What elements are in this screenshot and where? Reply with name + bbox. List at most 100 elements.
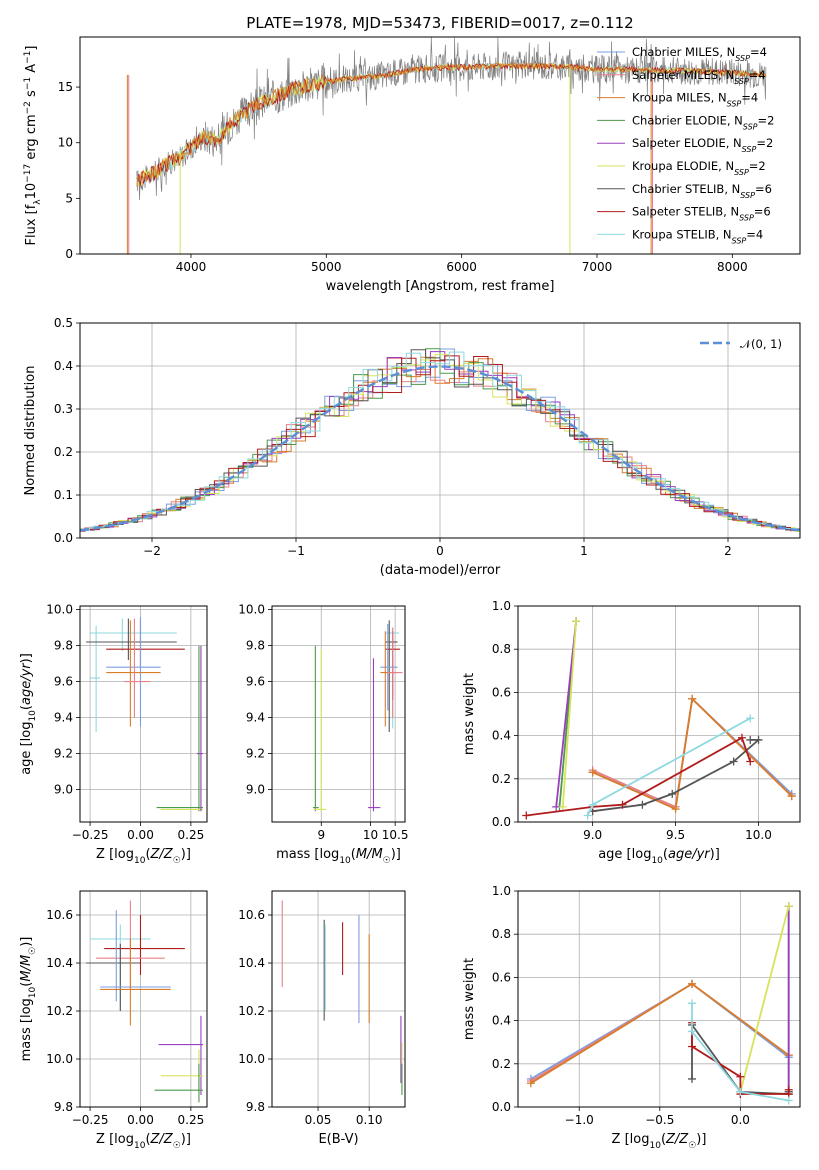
age_vs_Z-ytick-label: 9.0 [54, 783, 73, 797]
weight_vs_age-xtick-label: 9.0 [583, 828, 602, 842]
age_vs_Z-frame [79, 605, 208, 823]
legend-entry-part: Chabrier MILES, N [632, 45, 735, 59]
residuals-ytick-label: 0.3 [54, 402, 73, 416]
weight-marker [558, 802, 567, 811]
residuals-ytick-label: 0.2 [54, 445, 73, 459]
spectrum-ylabel-part: Flux [f [24, 204, 39, 245]
mass_vs_Z-frame [79, 890, 208, 1108]
residuals-ytick-label: 0.5 [54, 316, 73, 330]
spectrum-ylabel-part: 10 [24, 183, 39, 200]
age_vs_Z-ylabel-part: age/yr [19, 662, 34, 705]
spectrum-ylabel-part: −2 [23, 101, 33, 114]
mass_vs_ebv-ytick-label: 10.0 [238, 1052, 265, 1066]
weight-marker [737, 733, 746, 742]
weight_vs_Z-ytick-label: 1.0 [492, 884, 511, 898]
legend-entry: Chabrier ELODIE, NSSP=2 [632, 113, 774, 130]
spectrum-xtick-label: 6000 [446, 260, 477, 274]
weight_vs_age-panel: 9.0 9.5 10.0 0.0 0.2 0.4 0.6 0.8 1.0 age [log10(a… [462, 599, 801, 866]
mass_vs_Z-ytick-label: 10.4 [46, 956, 73, 970]
legend-entry-part: =2 [756, 136, 773, 150]
legend-entry-part: SSP [743, 122, 758, 131]
spectrum-ytick-label: 10 [58, 136, 73, 150]
mass_vs_ebv-ytick-label: 10.2 [238, 1004, 265, 1018]
spectrum-frame [79, 36, 801, 255]
legend-entry-part: =2 [758, 113, 775, 127]
spectrum-ylabel-part: −1 [23, 51, 33, 64]
residuals-xtick-label: −2 [143, 544, 161, 558]
weight_vs_Z-xlabel-part: )] [696, 1132, 706, 1147]
age_vs_Z-xlabel-part: ☉ [173, 856, 181, 866]
spectrum-model-line [136, 62, 767, 187]
residuals-xlabel: (data-model)/error [380, 563, 501, 578]
age_vs_Z-ytick-label: 9.4 [54, 711, 73, 725]
residuals-xtick-label: 1 [580, 544, 588, 558]
weight_vs_age-xlabel-part: )] [710, 847, 720, 862]
spectrum-ytick-label: 15 [58, 80, 73, 94]
age_vs_Z-ytick-label: 9.8 [54, 639, 73, 653]
spectrum-ylabel-part: λ [33, 199, 43, 205]
weight_vs_Z-ylabel: mass weight [462, 958, 477, 1040]
mass_vs_Z-ytick-label: 10.0 [46, 1052, 73, 1066]
weight_vs_Z-xlabel: Z [log10(Z/Z☉)] [612, 1132, 707, 1151]
age_vs_Z-ytick-label: 9.2 [54, 747, 73, 761]
weight_vs_Z-frame [517, 890, 801, 1108]
residuals-ytick-label: 0.0 [54, 531, 73, 545]
legend-entry: Salpeter STELIB, NSSP=6 [632, 205, 771, 223]
weight_vs_Z-xtick-label: −0.5 [645, 1113, 674, 1127]
age_vs_mass-xlabel: mass [log10(M/M☉)] [276, 847, 401, 866]
residuals-ytick-label: 0.4 [54, 359, 73, 373]
weight_vs_age-ylabel: mass weight [462, 673, 477, 755]
age_vs_Z-xlabel: Z [log10(Z/Z☉)] [96, 847, 191, 866]
weight-marker [746, 714, 755, 723]
age_vs_Z-xlabel-part: ( [145, 847, 150, 862]
legend-entry-part: =6 [755, 182, 772, 196]
age_vs_Z-xtick-label: 0.25 [178, 828, 205, 842]
mass_vs_ebv-xlabel: E(B-V) [318, 1132, 358, 1147]
weight_vs_Z-ylabel-part: mass weight [462, 958, 477, 1040]
legend-entry-part: Kroupa MILES, N [632, 91, 727, 105]
weight_vs_Z-ytick-label: 0.2 [492, 1057, 511, 1071]
residuals-xtick-label: −1 [287, 544, 305, 558]
legend-entry-part: =4 [749, 68, 766, 82]
age_vs_mass-xlabel-part: ( [351, 847, 356, 862]
weight_vs_age-ytick-label: 0.0 [492, 815, 511, 829]
legend-entry-part: =2 [749, 159, 766, 173]
age_vs_Z-ylabel: age [log10(age/yr)] [19, 653, 38, 775]
weight_vs_Z-xlabel-part: ☉ [688, 1141, 696, 1151]
weight_vs_age-xtick-label: 10.0 [745, 828, 772, 842]
mass_vs_Z-ylabel-part: ☉ [28, 947, 38, 955]
weight-marker [618, 800, 627, 809]
weight-marker [688, 1027, 697, 1036]
weight-marker [588, 800, 597, 809]
weight-marker [754, 735, 763, 744]
age_vs_mass-ytick-label: 9.8 [246, 639, 265, 653]
spectrum-xtick-label: 7000 [582, 260, 613, 274]
legend-entry-part: SSP [739, 213, 754, 222]
spectrum-ytick-label: 0 [65, 247, 73, 261]
mass_vs_Z-xlabel-part: Z [log [96, 1132, 134, 1147]
legend-entry-part: Chabrier ELODIE, N [632, 113, 743, 127]
age_vs_mass-xlabel-part: ☉ [383, 856, 391, 866]
age_vs_mass-xlabel-part: M/M [356, 847, 383, 862]
legend-entry-part: =4 [746, 227, 763, 241]
age_vs_mass-frame [271, 605, 406, 823]
legend-entry: Kroupa ELODIE, NSSP=2 [632, 159, 766, 177]
weight-line [561, 621, 577, 807]
age_vs_mass-xlabel-part: 10 [339, 856, 351, 866]
mass_vs_Z-xlabel-part: 10 [134, 1141, 146, 1151]
age_vs_Z-ylabel-part: age [log [19, 722, 34, 775]
figure-title: PLATE=1978, MJD=53473, FIBERID=0017, z=0… [246, 14, 633, 32]
mass_vs_Z-ytick-label: 9.8 [54, 1100, 73, 1114]
weight_vs_age-xlabel-part: age [log [598, 847, 651, 862]
spectrum-xlabel: wavelength [Angstrom, rest frame] [326, 279, 555, 294]
age_vs_Z-xtick-label: 0.00 [127, 828, 154, 842]
age_vs_mass-ytick-label: 9.2 [246, 747, 265, 761]
mass_vs_Z-xtick-label: −0.25 [72, 1113, 109, 1127]
spectrum-xtick-label: 5000 [311, 260, 342, 274]
residuals-frame [79, 322, 801, 539]
mass_vs_ebv-frame [271, 890, 406, 1108]
age_vs_Z-xlabel-part: Z [log [96, 847, 134, 862]
weight-marker [588, 768, 597, 777]
age_vs_Z-ytick-label: 10.0 [46, 603, 73, 617]
